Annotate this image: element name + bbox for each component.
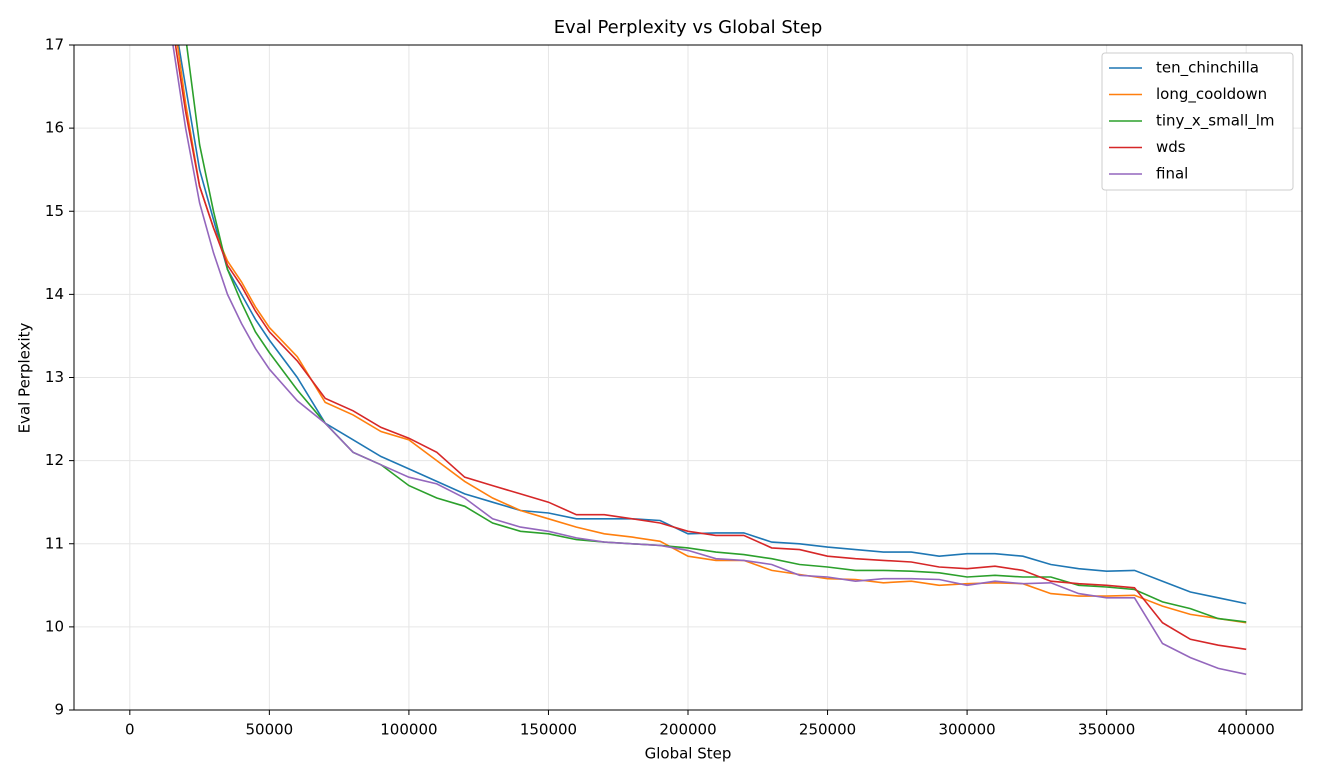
x-tick-label: 50000 (246, 721, 294, 739)
x-tick-label: 0 (125, 721, 135, 739)
series-line (172, 45, 1247, 676)
plot-frame (73, 44, 1303, 711)
x-tick-label: 350000 (1078, 721, 1135, 739)
legend-label: wds (1156, 138, 1186, 156)
y-tick-label: 16 (45, 119, 64, 137)
legend-label: tiny_x_small_lm (1156, 112, 1275, 131)
y-tick-label: 9 (54, 701, 64, 719)
x-tick-label: 400000 (1218, 721, 1275, 739)
legend-label: ten_chinchilla (1156, 59, 1259, 78)
y-tick-label: 11 (45, 534, 64, 552)
series-line (176, 45, 1247, 624)
y-tick-label: 10 (45, 617, 64, 635)
x-tick-label: 300000 (938, 721, 995, 739)
y-tick-label: 13 (45, 368, 64, 386)
legend-label: long_cooldown (1156, 85, 1267, 104)
legend-label: final (1156, 165, 1188, 183)
plot-lines (172, 45, 1247, 676)
x-tick-label: 200000 (659, 721, 716, 739)
y-tick-label: 14 (45, 285, 64, 303)
series-line (185, 45, 1247, 623)
y-tick-label: 17 (45, 36, 64, 54)
x-tick-label: 100000 (380, 721, 437, 739)
series-line (177, 45, 1247, 605)
x-tick-label: 150000 (520, 721, 577, 739)
x-tick-label: 250000 (799, 721, 856, 739)
x-axis-label: Global Step (645, 745, 732, 763)
chart-title: Eval Perplexity vs Global Step (554, 17, 823, 38)
legend-box (1101, 52, 1294, 191)
y-tick-label: 15 (45, 202, 64, 220)
series-line (174, 45, 1247, 651)
y-axis-label: Eval Perplexity (16, 322, 34, 433)
y-tick-label: 12 (45, 451, 64, 469)
